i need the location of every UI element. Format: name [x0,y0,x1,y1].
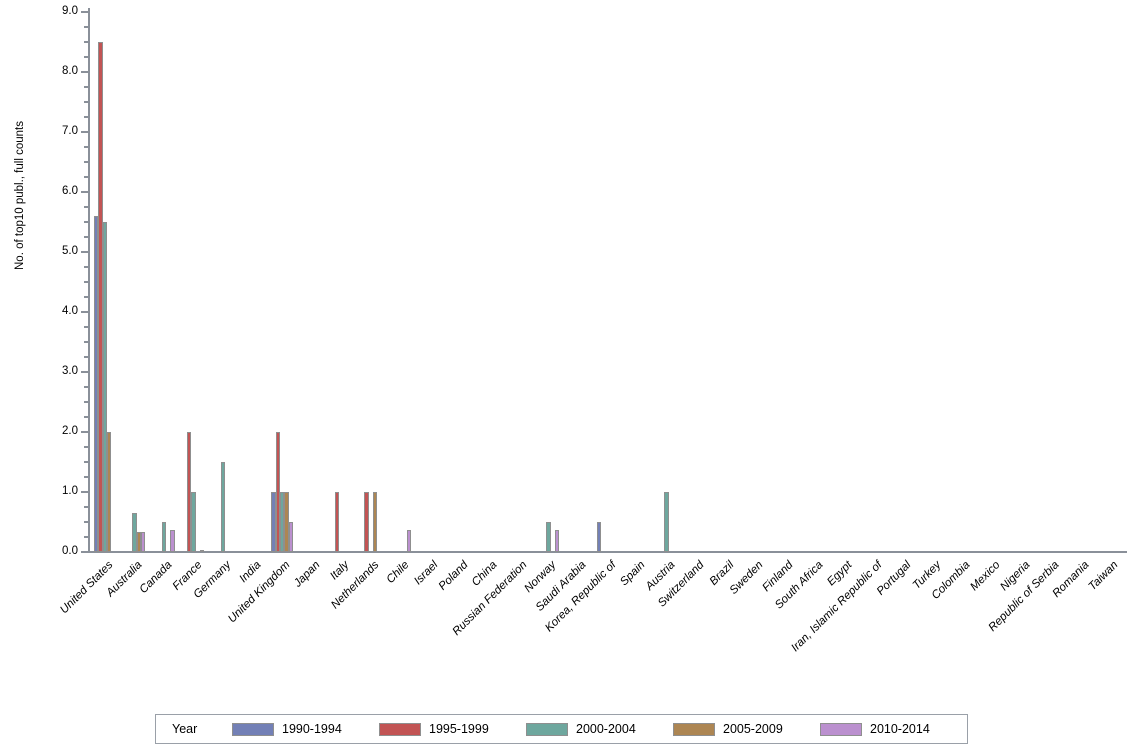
bar [187,432,192,552]
y-axis-minor-tick [84,86,89,88]
bar [280,492,285,552]
legend-entry: 2000-2004 [526,722,673,736]
y-axis-tick-label: 7.0 [62,125,78,137]
bar [284,492,289,552]
y-axis-minor-tick [84,56,89,58]
y-axis-tick-label: 6.0 [62,185,78,197]
bar [546,522,551,552]
bar [102,222,107,552]
y-axis-minor-tick [84,476,89,478]
legend-label: 2005-2009 [723,722,783,736]
bar [275,432,281,552]
y-axis-tick-label: 0.0 [62,545,78,557]
y-axis-tick-label: 5.0 [62,245,78,257]
y-axis-minor-tick [84,416,89,418]
bar [220,462,226,552]
legend-swatch [673,722,715,736]
y-axis-tick-label: 1.0 [62,485,78,497]
bar [406,529,412,552]
bar [288,522,293,552]
y-axis-major-tick [81,311,89,313]
bar [94,216,99,552]
legend-swatch [232,722,274,736]
legend-swatch [820,722,862,736]
y-axis-tick-label: 9.0 [62,5,78,17]
bar [664,492,669,552]
y-axis-line [88,8,90,553]
y-axis-major-tick [81,551,89,553]
y-axis-minor-tick [84,176,89,178]
y-axis-minor-tick [84,356,89,358]
y-axis-minor-tick [84,461,89,463]
y-axis-minor-tick [84,341,89,343]
bar [98,42,103,552]
legend: Year 1990-1994 1995-1999 2000-2004 2005-200… [155,714,968,744]
bar [132,513,137,552]
y-axis-minor-tick [84,26,89,28]
legend-entry: 1995-1999 [379,722,526,736]
y-axis-minor-tick [84,281,89,283]
bar [373,492,378,552]
legend-label: 2010-2014 [870,722,930,736]
legend-label: 1995-1999 [429,722,489,736]
y-axis-major-tick [81,251,89,253]
y-axis-major-tick [81,431,89,433]
y-axis-minor-tick [84,116,89,118]
y-axis-major-tick [81,371,89,373]
y-axis-minor-tick [84,401,89,403]
bar [364,492,369,552]
y-axis-minor-tick [84,161,89,163]
legend-label: 2000-2004 [576,722,636,736]
y-axis-minor-tick [84,266,89,268]
y-axis-minor-tick [84,101,89,103]
legend-swatch [379,722,421,736]
y-axis-tick-label: 4.0 [62,305,78,317]
y-axis-minor-tick [84,506,89,508]
y-axis-minor-tick [84,536,89,538]
bar [191,492,196,552]
x-axis-line [88,551,1127,553]
legend-entry: 2005-2009 [673,722,820,736]
legend-label: 1990-1994 [282,722,342,736]
y-axis-minor-tick [84,206,89,208]
y-axis-minor-tick [84,146,89,148]
bar [136,532,141,552]
y-axis-minor-tick [84,326,89,328]
legend-swatch [526,722,568,736]
bar [161,522,167,552]
bar [334,492,340,552]
y-axis-major-tick [81,191,89,193]
y-axis-minor-tick [84,41,89,43]
bar [554,529,560,552]
bar [170,529,175,552]
y-axis-minor-tick [84,296,89,298]
bar [106,432,112,552]
y-axis-minor-tick [84,221,89,223]
bar [596,522,602,552]
bar [140,532,146,552]
legend-entry: 2010-2014 [820,722,967,736]
y-axis-major-tick [81,71,89,73]
y-axis-major-tick [81,491,89,493]
legend-entry: 1990-1994 [232,722,379,736]
y-axis-major-tick [81,131,89,133]
legend-title: Year [172,722,198,736]
y-axis-minor-tick [84,386,89,388]
y-axis-tick-label: 3.0 [62,365,78,377]
y-axis-minor-tick [84,236,89,238]
y-axis-tick-label: 2.0 [62,425,78,437]
legend-entries: 1990-1994 1995-1999 2000-2004 2005-2009 2010… [232,722,967,736]
bar [271,492,276,552]
bar [199,550,205,552]
y-axis-major-tick [81,11,89,13]
y-axis-tick-label: 8.0 [62,65,78,77]
y-axis-minor-tick [84,446,89,448]
y-axis-minor-tick [84,521,89,523]
